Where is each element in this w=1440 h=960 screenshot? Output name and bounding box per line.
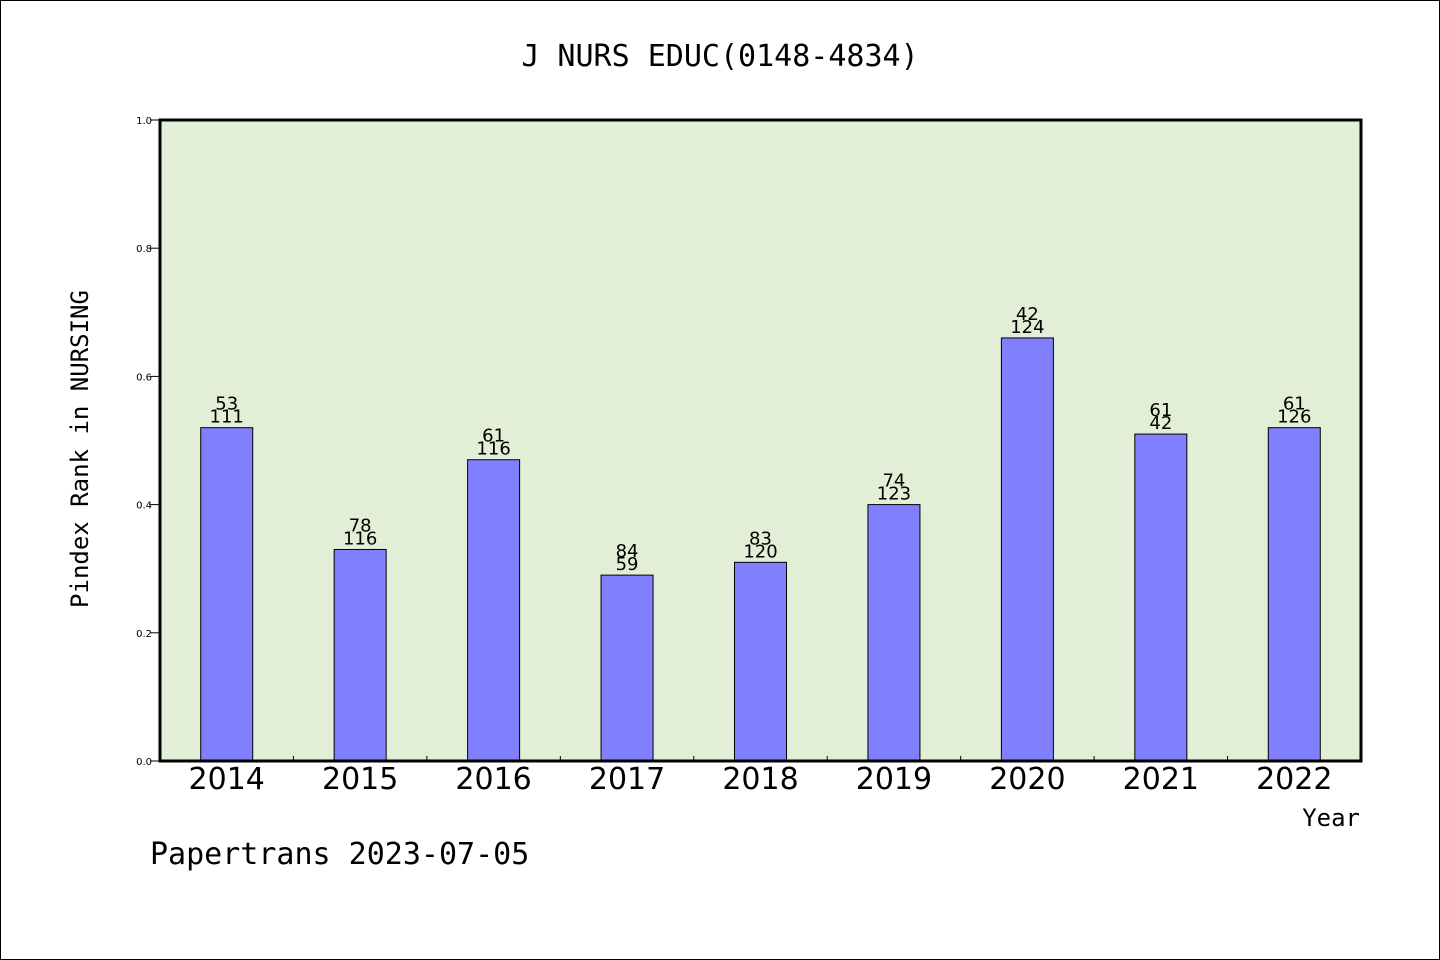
data-label-top: 42 — [1016, 304, 1039, 325]
data-label-bottom: 116 — [343, 528, 377, 549]
chart-title: J NURS EDUC(0148-4834) — [521, 39, 918, 74]
data-label-bottom: 42 — [1149, 413, 1172, 434]
x-tick-label: 2015 — [322, 762, 398, 797]
data-label-bottom: 120 — [743, 541, 777, 562]
y-tick-label: 0.6 — [136, 372, 152, 383]
data-label-bottom: 59 — [616, 554, 639, 575]
x-tick-label: 2018 — [722, 762, 798, 797]
data-label-top: 74 — [882, 471, 905, 492]
x-tick-label: 2014 — [189, 762, 265, 797]
bar — [734, 561, 787, 762]
x-tick-label: 2022 — [1256, 762, 1332, 797]
bar — [867, 504, 921, 762]
y-axis: 0.0 0.2 0.4 0.6 0.8 1.0 — [136, 116, 160, 768]
bars — [200, 337, 1321, 762]
y-axis-label: Pindex Rank in NURSING — [66, 290, 94, 608]
bar — [467, 459, 521, 762]
data-label-top: 61 — [482, 426, 505, 447]
data-label-bottom: 124 — [1010, 317, 1044, 338]
y-tick-label: 0.2 — [136, 629, 152, 640]
data-label-top: 61 — [1149, 400, 1172, 421]
x-axis-label: Year — [1302, 804, 1360, 832]
data-labels: 5311178116611168459831207412342124614261… — [210, 304, 1312, 575]
footer-text: Papertrans 2023-07-05 — [150, 837, 529, 872]
y-tick-label: 0.0 — [136, 757, 152, 768]
data-label-bottom: 123 — [877, 484, 911, 505]
y-tick-label: 0.4 — [136, 501, 152, 512]
data-label-top: 84 — [616, 541, 639, 562]
data-label-top: 61 — [1283, 394, 1306, 415]
data-label-bottom: 116 — [476, 439, 510, 460]
data-label-top: 83 — [749, 528, 772, 549]
bar — [1000, 337, 1054, 762]
x-tick-label: 2021 — [1123, 762, 1199, 797]
y-tick-label: 0.8 — [136, 244, 152, 255]
y-tick-label: 1.0 — [136, 116, 152, 127]
x-tick-label: 2017 — [589, 762, 665, 797]
data-label-top: 53 — [215, 394, 238, 415]
bar — [333, 548, 387, 762]
bar — [1134, 433, 1188, 762]
x-tick-label: 2019 — [856, 762, 932, 797]
plot-border — [158, 118, 1363, 763]
data-label-bottom: 126 — [1277, 407, 1311, 428]
bar — [1267, 427, 1321, 762]
data-label-top: 78 — [349, 515, 372, 536]
data-label-bottom: 111 — [210, 407, 244, 428]
bar — [600, 574, 654, 762]
bar — [200, 427, 254, 762]
x-axis: 2014 2015 2016 2017 2018 2019 2020 2021 2022 — [189, 756, 1332, 797]
x-tick-label: 2016 — [455, 762, 531, 797]
x-tick-label: 2020 — [989, 762, 1065, 797]
